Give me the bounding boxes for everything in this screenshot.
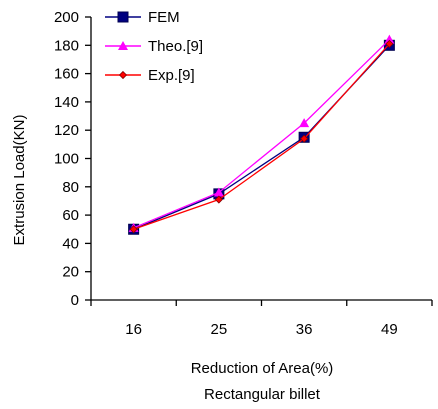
y-tick-label: 120 [54,122,79,139]
y-tick-label: 20 [62,264,79,281]
data-point [384,34,395,44]
legend-label: Theo.[9] [148,38,203,55]
x-axis-subtitle: Rectangular billet [204,386,321,403]
series-3 [129,39,394,234]
legend-item: Theo.[9] [105,38,203,55]
x-axis-title: Reduction of Area(%) [191,360,334,377]
legend: FEM Theo.[9] Exp.[9] [105,9,203,84]
legend-marker [118,70,128,80]
y-axis: 0 20 40 60 80 100 120 140 160 180 200 [54,9,92,309]
x-tick-label: 16 [125,321,142,338]
data-point [213,187,224,197]
y-tick-label: 140 [54,94,79,111]
y-axis-title: Extrusion Load(KN) [11,115,28,246]
series-line [133,39,390,229]
series-2 [128,34,395,232]
y-tick-label: 100 [54,151,79,168]
y-tick-label: 80 [62,179,79,196]
y-tick-label: 60 [62,207,79,224]
x-tick-label: 49 [381,321,398,338]
data-point [129,225,138,234]
legend-label: FEM [148,9,180,26]
x-tick-label: 25 [211,321,228,338]
data-point [214,195,223,204]
y-tick-label: 200 [54,9,79,26]
legend-label: Exp.[9] [148,67,195,84]
legend-marker [118,41,128,50]
series-line [133,43,390,230]
data-point [299,118,310,128]
y-tick-label: 160 [54,66,79,83]
x-tick-label: 36 [296,321,313,338]
y-tick-label: 0 [71,292,79,309]
y-tick-label: 180 [54,37,79,54]
legend-marker [117,11,129,23]
legend-item: FEM [105,9,180,26]
legend-item: Exp.[9] [105,67,195,84]
data-point [300,134,309,143]
data-point [385,39,394,48]
series-layer [128,34,395,235]
y-tick-label: 40 [62,235,79,252]
x-axis: 16 25 36 49 [90,299,433,338]
